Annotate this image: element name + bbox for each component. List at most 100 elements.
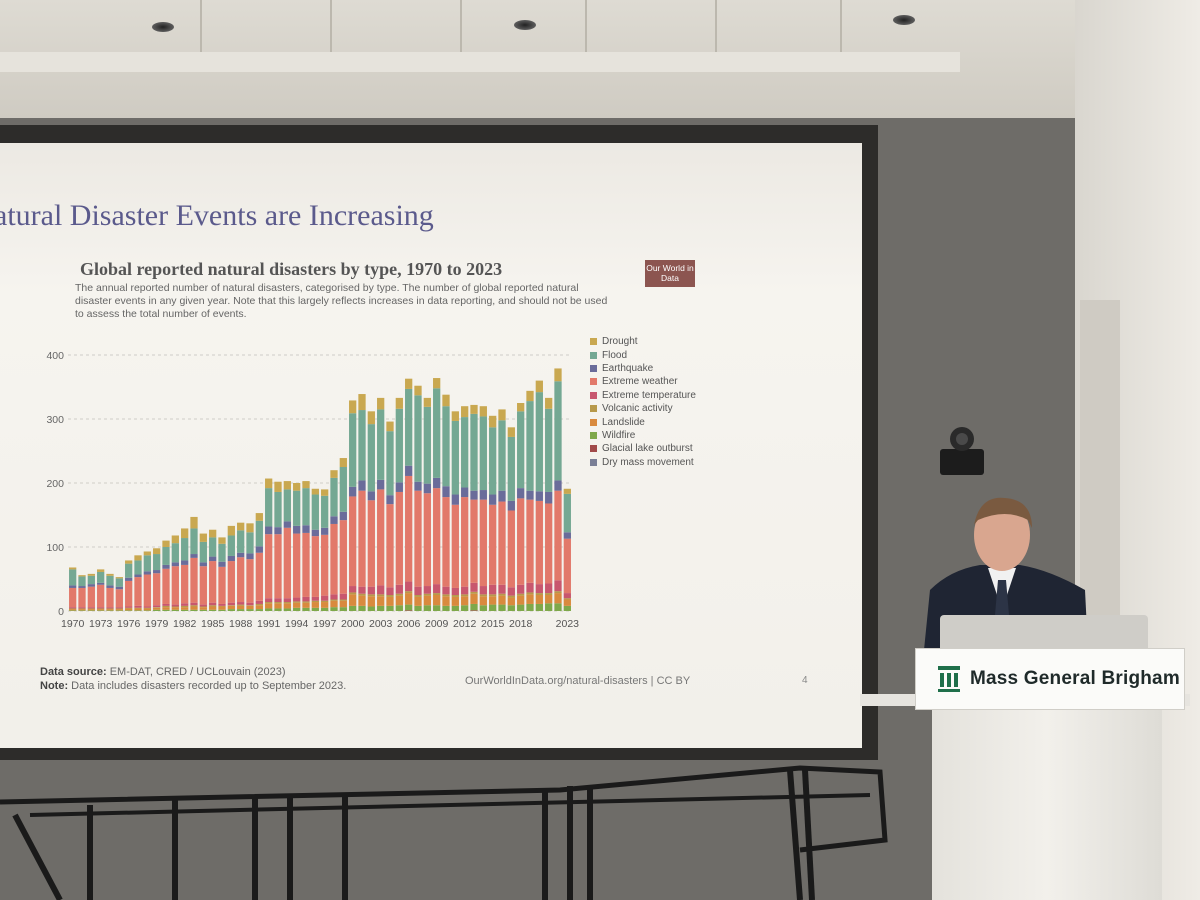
x-tick-label: 2009 — [425, 618, 449, 630]
bar-segment — [414, 596, 422, 606]
bar-segment — [470, 499, 478, 583]
bar-segment — [134, 574, 142, 578]
bar-segment — [255, 520, 263, 547]
projection-screen: atural Disaster Events are Increasing Gl… — [0, 143, 862, 748]
bar-segment — [97, 571, 105, 583]
bar-segment — [563, 605, 571, 611]
x-tick-label: 2018 — [509, 618, 533, 630]
bar-segment — [507, 500, 515, 511]
bar-segment — [377, 605, 385, 611]
bar-segment — [265, 478, 273, 489]
bar-segment — [162, 568, 170, 604]
bar-segment — [339, 520, 347, 594]
bar-segment — [498, 490, 506, 502]
bar-segment — [293, 483, 301, 491]
x-tick-label: 1991 — [257, 618, 281, 630]
bar-segment — [461, 487, 469, 498]
legend-swatch — [590, 445, 597, 453]
ceiling-tile — [585, 0, 717, 52]
bar-segment — [143, 607, 151, 609]
bar-segment — [349, 496, 357, 587]
bar-segment — [330, 516, 338, 524]
bar-segment — [386, 421, 394, 432]
bar-segment — [311, 600, 319, 603]
stage-railing — [0, 765, 888, 900]
bar-segment — [134, 555, 142, 561]
bar-segment — [265, 598, 273, 603]
bar-segment — [554, 480, 562, 491]
bar-segment — [321, 602, 329, 608]
bar-segment — [311, 494, 319, 530]
mass-general-brigham-logo-icon — [938, 666, 960, 692]
legend-swatch — [590, 364, 597, 372]
bar-segment — [545, 603, 553, 611]
bar-segment — [330, 594, 338, 600]
bar-segment — [339, 599, 347, 601]
bar-segment — [153, 607, 161, 608]
bar-segment — [199, 609, 207, 611]
bar-segment — [433, 477, 441, 489]
bar-segment — [526, 592, 534, 595]
bar-segment — [227, 535, 235, 556]
ceiling-light — [514, 20, 536, 30]
bar-segment — [545, 408, 553, 492]
bar-segment — [349, 605, 357, 611]
bar-segment — [97, 584, 105, 608]
bar-segment — [237, 602, 245, 605]
bar-segment — [367, 586, 375, 595]
bar-segment — [125, 563, 133, 578]
bar-segment — [330, 607, 338, 611]
bar-segment — [199, 566, 207, 605]
bar-segment — [153, 554, 161, 571]
chart-legend: Drought Flood Earthquake Extreme weather Ext… — [590, 335, 696, 469]
bar-segment — [526, 499, 534, 583]
bar-segment — [367, 411, 375, 425]
bar-segment — [311, 488, 319, 495]
bar-segment — [106, 610, 114, 611]
bar-segment — [339, 593, 347, 600]
bar-segment — [321, 595, 329, 601]
bar-segment — [349, 586, 357, 593]
bar-segment — [87, 607, 95, 609]
bar-segment — [190, 605, 198, 607]
bar-segment — [218, 605, 226, 607]
bar-segment — [218, 566, 226, 604]
bar-segment — [526, 582, 534, 593]
bar-segment — [395, 491, 403, 585]
bar-segment — [563, 593, 571, 599]
bar-segment — [227, 609, 235, 611]
bar-segment — [545, 595, 553, 604]
bar-segment — [433, 595, 441, 606]
bar-segment — [69, 609, 77, 611]
bar-segment — [507, 510, 515, 588]
legend-swatch — [590, 405, 597, 413]
bar-segment — [209, 602, 217, 606]
bar-segment — [442, 394, 450, 407]
bar-segment — [181, 560, 189, 565]
bar-segment — [442, 497, 450, 587]
bar-segment — [115, 577, 123, 579]
bar-segment — [563, 598, 571, 600]
ceiling-soffit — [0, 52, 960, 72]
bar-segment — [461, 406, 469, 418]
bar-segment — [377, 596, 385, 606]
bar-segment — [545, 583, 553, 594]
bar-segment — [283, 602, 291, 604]
bar-segment — [218, 609, 226, 611]
bar-segment — [87, 608, 95, 610]
bar-segment — [171, 606, 179, 608]
bar-segment — [246, 602, 254, 606]
bar-segment — [479, 499, 487, 587]
bar-segment — [479, 605, 487, 611]
legend-swatch — [590, 391, 597, 399]
bar-segment — [209, 561, 217, 603]
bar-segment — [87, 584, 95, 587]
bar-segment — [489, 604, 497, 611]
bar-segment — [414, 481, 422, 491]
bar-segment — [153, 573, 161, 606]
bar-segment — [134, 560, 142, 575]
bar-segment — [171, 566, 179, 605]
bar-segment — [311, 607, 319, 611]
ptz-camera-icon — [940, 427, 984, 475]
bar-segment — [358, 593, 366, 596]
